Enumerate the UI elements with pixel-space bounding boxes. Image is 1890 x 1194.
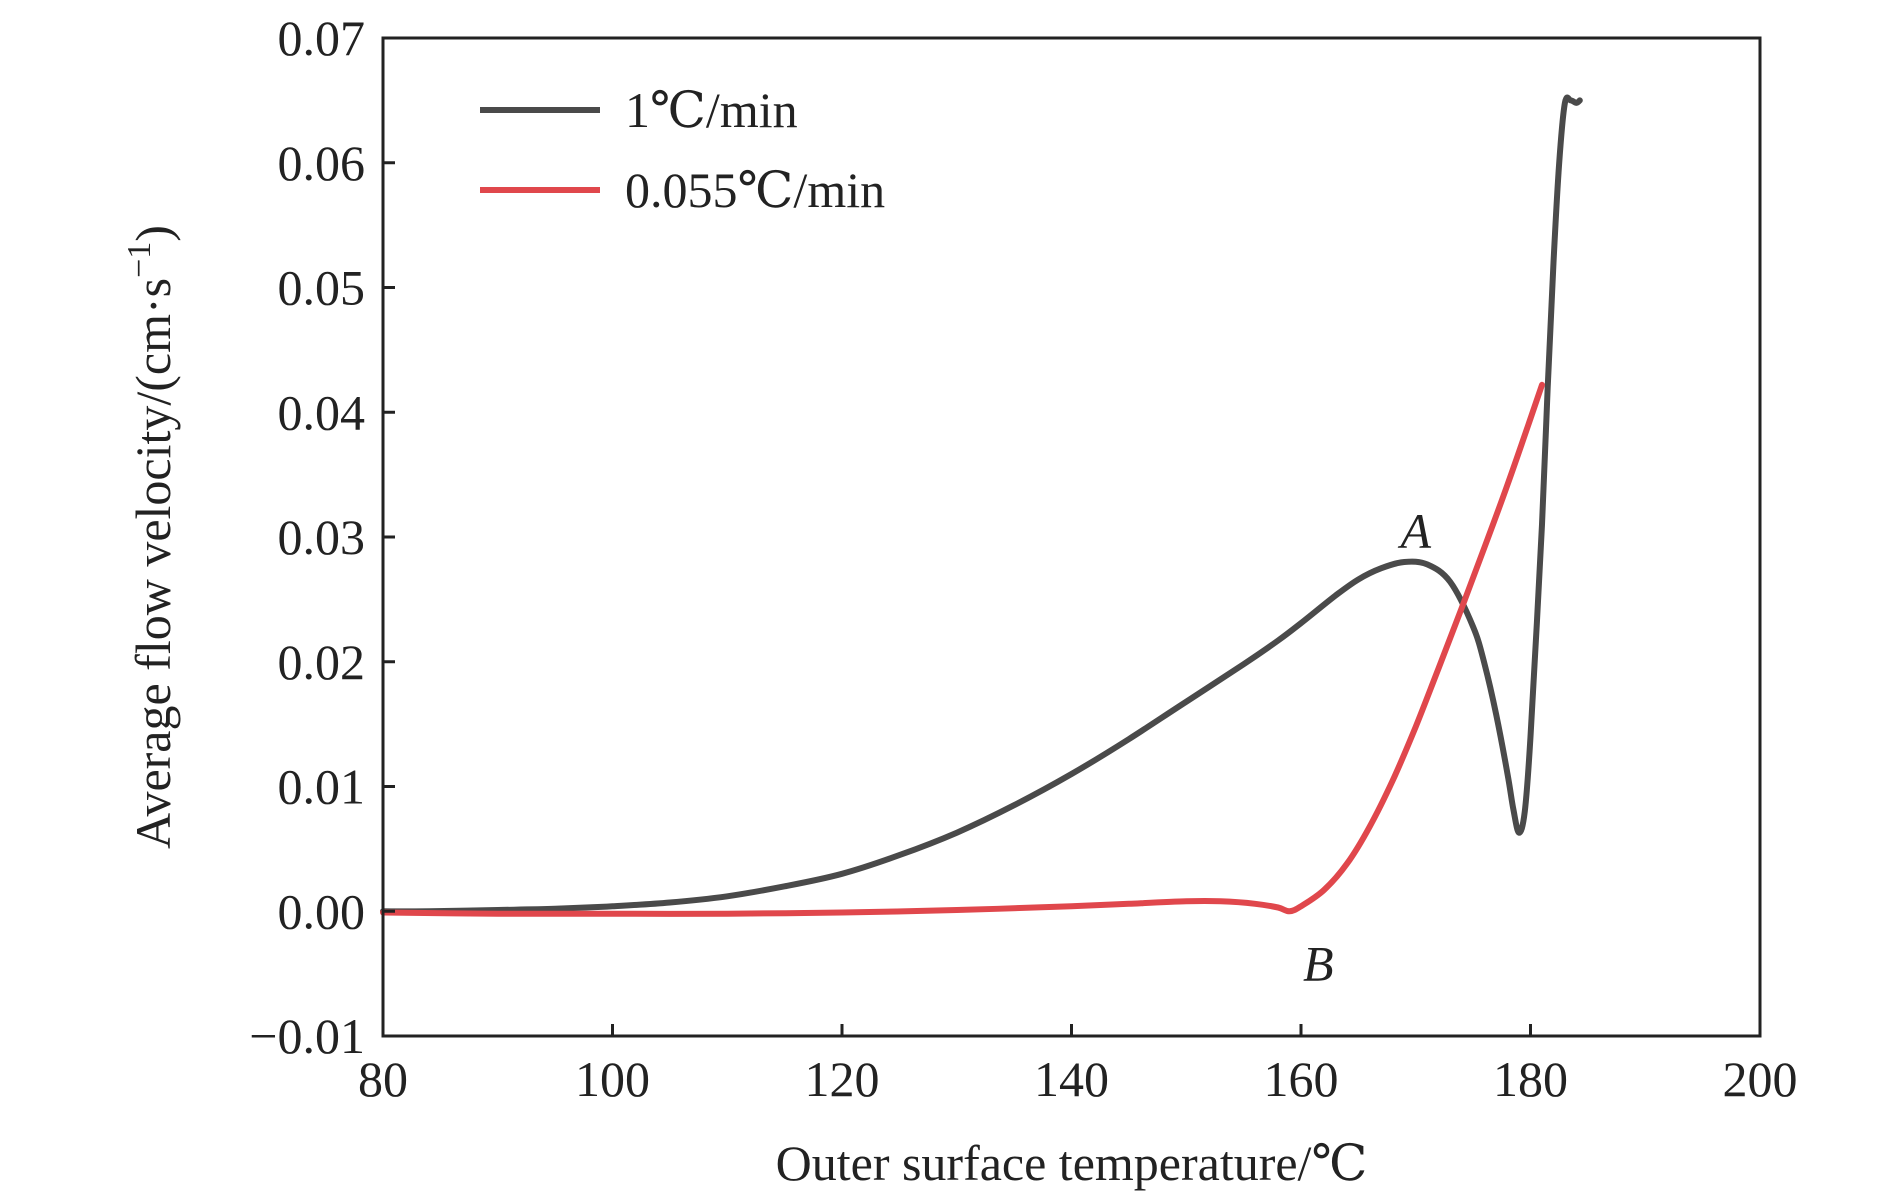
y-tick-label: 0.07: [278, 10, 366, 66]
annotation-B: B: [1303, 936, 1334, 992]
y-axis-title-close: ): [125, 225, 181, 242]
y-axis-title-main: Average flow velocity/(cm·s: [125, 278, 181, 849]
x-tick-label: 160: [1264, 1051, 1339, 1107]
y-axis-title: Average flow velocity/(cm·s−1): [121, 225, 181, 849]
y-tick-label: 0.06: [278, 135, 366, 191]
x-axis-title: Outer surface temperature/℃: [776, 1135, 1368, 1191]
labels-layer: 80 100 120 140 160 180 200 −0.01 0.00 0.01 0.02 0.0…: [249, 10, 1797, 1107]
ticks-layer: [381, 36, 1762, 1038]
y-tick-label: 0.04: [278, 384, 366, 440]
y-axis-title-superscript: −1: [121, 242, 158, 278]
y-tick-label: 0.05: [278, 260, 366, 316]
x-tick-label: 180: [1493, 1051, 1568, 1107]
series-line-1: [380, 94, 1583, 915]
x-tick-label: 80: [358, 1051, 408, 1107]
series-line-2: [380, 381, 1545, 917]
x-tick-label: 100: [575, 1051, 650, 1107]
legend-label-2: 0.055℃/min: [625, 162, 885, 218]
legend: 1℃/min 0.055℃/min: [480, 82, 885, 218]
y-tick-label: −0.01: [249, 1008, 365, 1064]
y-tick-label: 0.00: [278, 883, 366, 939]
series-layer: [380, 94, 1583, 917]
y-tick-label: 0.03: [278, 509, 366, 565]
annotations-layer: AB: [1303, 503, 1432, 992]
y-tick-label: 0.02: [278, 634, 366, 690]
x-tick-label: 120: [805, 1051, 880, 1107]
x-tick-label: 200: [1723, 1051, 1798, 1107]
annotation-A: A: [1397, 503, 1431, 559]
legend-label-1: 1℃/min: [625, 82, 798, 138]
x-tick-label: 140: [1034, 1051, 1109, 1107]
y-tick-label: 0.01: [278, 759, 366, 815]
